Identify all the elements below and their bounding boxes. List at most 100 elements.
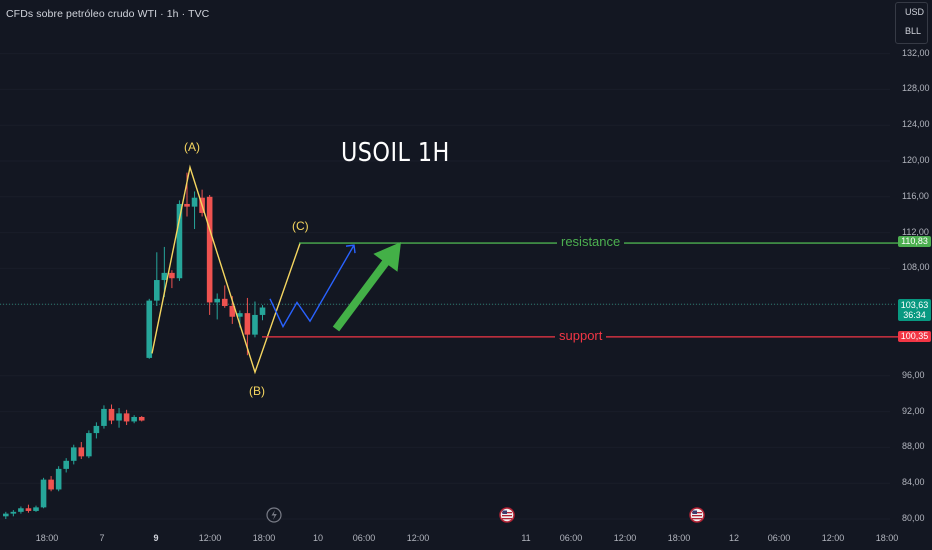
bullish-arrow [332, 242, 401, 332]
candle-body [206, 196, 213, 303]
candle-body [176, 203, 183, 279]
candle-body [161, 272, 168, 281]
x-tick-label: 06:00 [559, 533, 583, 543]
candle [123, 409, 130, 426]
candle [176, 200, 183, 281]
us-flag-icon[interactable] [689, 507, 705, 523]
x-tick-label: 9 [153, 533, 159, 543]
x-tick-label: 12:00 [613, 533, 637, 543]
x-tick-label: 18:00 [667, 533, 691, 543]
support-price-tag: 100,35 [898, 331, 931, 342]
x-tick-label: 06:00 [352, 533, 376, 543]
candle-body [214, 298, 220, 303]
candle-body [10, 511, 17, 514]
y-tick-label: 112,00 [902, 226, 929, 237]
candle [138, 416, 145, 422]
wave-c-label: (C) [292, 219, 309, 233]
resistance-label: resistance [557, 234, 625, 249]
wave-a-label: (A) [184, 140, 200, 154]
candle [78, 442, 85, 460]
candle-body [70, 447, 77, 461]
candle [252, 301, 258, 338]
event-icons [266, 507, 705, 523]
y-tick-label: 116,00 [902, 190, 929, 201]
y-tick-label: 132,00 [902, 47, 930, 58]
candle-body [229, 305, 236, 317]
candle [70, 444, 77, 465]
y-tick-label: 88,00 [902, 441, 925, 452]
candle [206, 195, 213, 315]
currency-label[interactable]: USD [905, 7, 925, 17]
support-label: support [555, 328, 607, 343]
candle-body [138, 416, 145, 421]
candle [221, 285, 228, 308]
projection-arrowhead [345, 244, 356, 254]
candle-body [252, 314, 258, 335]
y-tick-label: 84,00 [902, 477, 925, 488]
candle-body [33, 507, 39, 511]
x-tick-label: 10 [312, 533, 324, 543]
candle-body [48, 479, 54, 490]
chart-header-title: CFDs sobre petróleo crudo WTI · 1h · TVC [6, 8, 210, 20]
candle [214, 293, 220, 320]
candle-body [25, 508, 32, 511]
levels [262, 242, 898, 338]
candle-body [123, 413, 130, 422]
bar-countdown: 36:34 [903, 310, 926, 320]
candle [93, 422, 100, 439]
currency-unit-switch[interactable]: USD BLL [895, 2, 928, 44]
candle-body [63, 460, 69, 469]
candle [108, 404, 115, 425]
candle [10, 510, 17, 517]
candle [86, 430, 92, 459]
candle-body [237, 313, 243, 317]
candle [131, 415, 137, 424]
unit-label[interactable]: BLL [905, 26, 922, 36]
x-tick-label: 12 [728, 533, 740, 543]
candle [33, 505, 39, 512]
candle-body [108, 408, 115, 421]
resistance-price-tag: 110,83 [898, 236, 931, 247]
candle-body [18, 508, 24, 512]
candle [18, 506, 24, 514]
candle-body [169, 272, 175, 279]
current-price: 103,63 [900, 300, 929, 310]
wave-lines [151, 164, 301, 375]
x-tick-label: 06:00 [767, 533, 791, 543]
candle-body [86, 433, 92, 457]
y-tick-label: 124,00 [902, 119, 930, 130]
candle-body [101, 408, 107, 426]
candle [63, 458, 69, 473]
candle-body [146, 300, 153, 358]
flash-icon[interactable] [266, 507, 282, 523]
candle [259, 305, 266, 321]
y-tick-label: 92,00 [902, 405, 925, 416]
x-tick-label: 7 [99, 533, 105, 543]
candle-body [3, 513, 9, 517]
candle [101, 405, 107, 429]
x-tick-label: 18:00 [35, 533, 59, 543]
candle [154, 252, 160, 306]
candle-body [259, 307, 266, 315]
candle-body [116, 413, 122, 421]
y-tick-label: 120,00 [902, 155, 930, 165]
us-flag-icon[interactable] [499, 507, 515, 523]
candle-body [244, 313, 251, 335]
x-tick-label: 12:00 [821, 533, 845, 543]
current-price-tag: 103,63 36:34 [898, 299, 931, 321]
candle [146, 298, 153, 359]
candle-body [191, 197, 198, 207]
y-tick-label: 128,00 [902, 83, 930, 94]
candle [116, 408, 122, 428]
candle [40, 477, 47, 509]
projection [269, 242, 401, 332]
candle-body [131, 416, 137, 422]
candle [55, 466, 62, 492]
y-tick-label: 80,00 [902, 513, 925, 523]
y-tick-label: 108,00 [902, 262, 930, 273]
x-tick-label: 12:00 [406, 533, 430, 543]
candle [3, 511, 9, 519]
wave-b-label: (B) [249, 384, 265, 398]
elliott-wave-path [151, 164, 301, 375]
